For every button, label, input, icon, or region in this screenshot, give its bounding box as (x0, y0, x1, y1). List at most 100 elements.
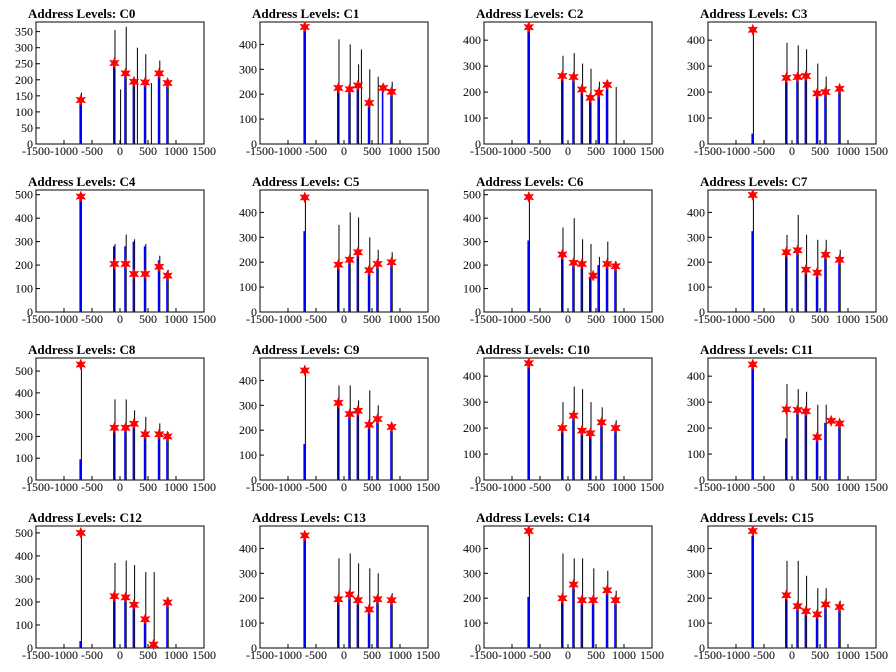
y-tick-label: 0 (27, 137, 33, 151)
level-marker (162, 596, 173, 609)
x-tick-label: 1500 (416, 480, 440, 494)
y-tick-label: 300 (15, 235, 33, 249)
level-marker (568, 409, 579, 422)
level-marker (344, 253, 355, 266)
level-marker (610, 260, 621, 273)
level-marker (585, 91, 596, 104)
y-tick-label: 300 (15, 408, 33, 422)
level-marker (601, 78, 613, 91)
level-marker (576, 257, 588, 271)
plot-frame (707, 525, 877, 649)
chart-title: Address Levels: C1 (252, 6, 359, 21)
level-marker (792, 403, 803, 417)
plot-frame (483, 21, 653, 145)
y-tick-label: 300 (687, 59, 705, 73)
level-marker (109, 590, 120, 603)
y-tick-label: 0 (251, 137, 257, 151)
y-tick-label: 300 (239, 398, 257, 412)
y-tick-label: 300 (463, 566, 481, 580)
y-tick-label: 200 (687, 255, 705, 269)
y-tick-label: 200 (687, 591, 705, 605)
x-tick-label: 1000 (612, 312, 636, 326)
x-tick-label: -500 (81, 312, 103, 326)
plot-frame (35, 525, 205, 649)
chart-title: Address Levels: C4 (28, 174, 136, 189)
x-tick-label: 0 (117, 144, 123, 158)
x-tick-label: 0 (341, 312, 347, 326)
x-tick-label: 0 (117, 648, 123, 662)
y-tick-label: 400 (15, 211, 33, 225)
level-marker (139, 613, 151, 626)
level-marker (139, 428, 151, 441)
chart-title: Address Levels: C11 (700, 342, 813, 357)
y-tick-label: 100 (15, 451, 33, 465)
y-tick-label: 0 (251, 473, 257, 487)
level-marker (834, 82, 845, 95)
x-tick-label: -1000 (722, 480, 750, 494)
y-tick-label: 0 (475, 305, 481, 319)
x-tick-label: -1000 (50, 144, 78, 158)
y-tick-label: 0 (251, 305, 257, 319)
x-tick-label: -1000 (498, 144, 526, 158)
chart-title: Address Levels: C10 (476, 342, 590, 357)
y-tick-label: 350 (15, 25, 33, 39)
x-tick-label: 1000 (612, 648, 636, 662)
chart-panel: Address Levels: C14 0 100 200 300 400 -1500 -10… (463, 510, 664, 662)
y-tick-label: 400 (15, 549, 33, 563)
y-tick-label: 0 (699, 305, 705, 319)
level-marker (587, 594, 599, 607)
x-tick-label: 500 (811, 312, 829, 326)
y-tick-label: 100 (239, 448, 257, 462)
level-marker (333, 81, 344, 95)
y-tick-label: 400 (239, 541, 257, 555)
level-marker (576, 594, 588, 607)
level-marker (75, 190, 87, 203)
level-marker (523, 357, 535, 370)
x-tick-label: 500 (587, 648, 605, 662)
level-marker (557, 421, 568, 435)
y-tick-label: 300 (687, 230, 705, 244)
y-tick-label: 100 (15, 105, 33, 119)
level-marker (344, 588, 355, 601)
y-tick-label: 200 (463, 591, 481, 605)
x-tick-label: -1000 (498, 480, 526, 494)
x-tick-label: -1500 (22, 480, 50, 494)
x-tick-label: -1500 (22, 312, 50, 326)
y-tick-label: 200 (15, 73, 33, 87)
y-tick-label: 100 (463, 447, 481, 461)
level-marker (781, 246, 792, 259)
level-marker (352, 594, 364, 607)
x-tick-label: 1500 (864, 312, 888, 326)
level-marker (372, 412, 383, 426)
chart-panel: Address Levels: C60100200300400500-1500-… (463, 174, 664, 326)
x-tick-label: 1000 (836, 312, 860, 326)
y-tick-label: 100 (239, 112, 257, 126)
plot-frame (259, 21, 429, 145)
x-tick-label: 0 (341, 480, 347, 494)
level-marker (128, 598, 140, 611)
level-marker (601, 257, 613, 271)
level-marker (75, 93, 87, 107)
y-tick-label: 500 (15, 526, 33, 540)
y-tick-label: 100 (687, 280, 705, 294)
level-marker (781, 71, 792, 84)
level-marker (352, 79, 364, 92)
x-tick-label: 1000 (836, 480, 860, 494)
y-tick-label: 400 (687, 205, 705, 219)
y-tick-label: 300 (463, 59, 481, 73)
level-marker (568, 256, 579, 269)
x-tick-label: -500 (81, 648, 103, 662)
level-marker (333, 593, 344, 606)
level-marker (372, 593, 383, 606)
y-tick-label: 250 (15, 57, 33, 71)
y-tick-label: 200 (463, 421, 481, 435)
x-tick-label: 0 (789, 648, 795, 662)
chart-panel: Address Levels: C15 0 100 200 300 400 -1500 -10… (687, 510, 888, 662)
x-tick-label: 1500 (192, 144, 216, 158)
y-tick-label: 200 (15, 595, 33, 609)
x-tick-label: -1000 (722, 648, 750, 662)
x-tick-label: 1500 (640, 312, 664, 326)
x-tick-label: 1000 (164, 312, 188, 326)
x-tick-label: 1500 (864, 480, 888, 494)
y-tick-label: 300 (687, 566, 705, 580)
